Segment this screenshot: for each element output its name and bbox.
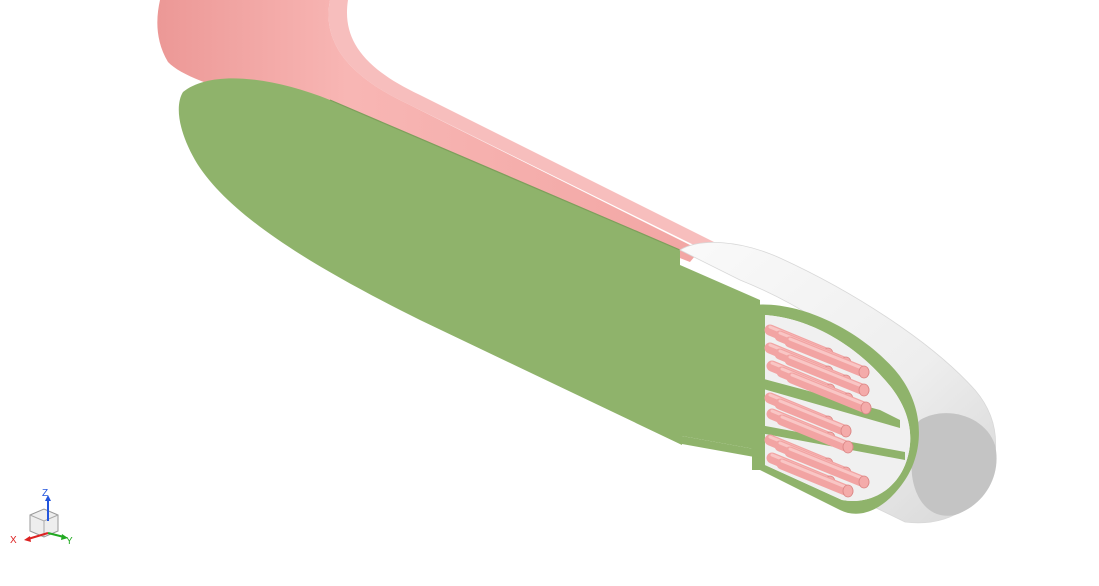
rod: [786, 372, 872, 414]
rod-highlight: [790, 373, 868, 407]
rod-highlight: [788, 447, 866, 481]
rod-bundle: [764, 324, 872, 498]
x-axis-arrow: [24, 536, 31, 542]
rod-highlight: [778, 399, 848, 430]
rod: [784, 336, 870, 378]
rod-end: [858, 475, 870, 489]
outer-shell: [157, 0, 720, 262]
rod-end: [842, 484, 854, 498]
z-axis-arrow: [45, 495, 51, 501]
rod-highlight: [788, 337, 866, 371]
rod-highlight: [780, 415, 850, 446]
x-axis-line: [27, 532, 49, 540]
section-cut-face: [178, 78, 760, 450]
rod: [776, 458, 854, 497]
y-axis-arrow: [61, 534, 68, 540]
y-axis-line: [47, 532, 65, 538]
rod-end: [860, 401, 872, 415]
rod-highlight: [780, 459, 850, 490]
rod-highlight: [788, 355, 866, 389]
rod-end: [842, 440, 854, 454]
y-axis-label: Y: [66, 536, 73, 547]
rod-end: [858, 365, 870, 379]
rod: [774, 398, 852, 437]
rod-end: [840, 424, 852, 438]
rod: [784, 446, 870, 488]
rod: [784, 354, 870, 396]
rod: [776, 414, 854, 453]
rod-end: [858, 383, 870, 397]
triad-cube: [29, 508, 59, 538]
axis-triad[interactable]: Z X Y: [10, 488, 73, 547]
z-axis-label: Z: [42, 488, 48, 499]
x-axis-label: X: [10, 535, 17, 546]
